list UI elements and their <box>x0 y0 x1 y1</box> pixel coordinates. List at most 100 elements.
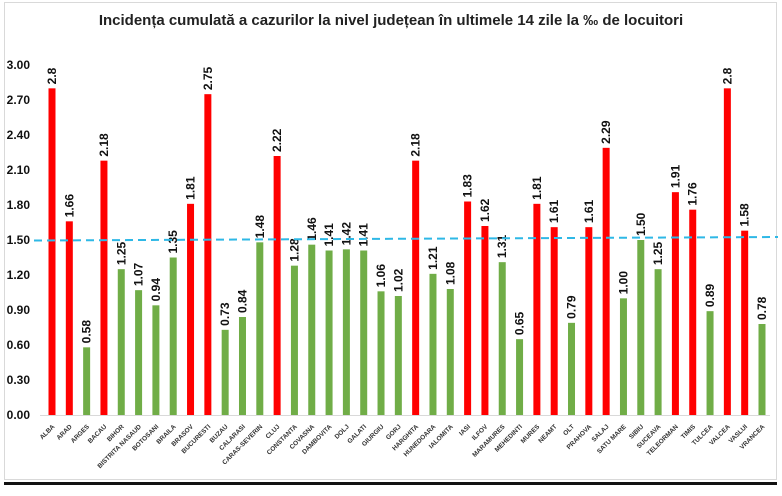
data-label: 1.76 <box>686 182 700 206</box>
bar <box>377 291 385 415</box>
data-label: 1.91 <box>668 164 682 188</box>
y-tick-label: 2.40 <box>7 128 31 142</box>
y-tick-label: 0.60 <box>7 338 31 352</box>
bar <box>135 290 143 415</box>
bar <box>429 273 437 415</box>
x-tick-label: ALBA <box>39 423 57 441</box>
data-label: 1.42 <box>339 222 353 246</box>
y-tick-label: 0.90 <box>7 303 31 317</box>
bar <box>65 221 73 415</box>
bar <box>412 160 420 415</box>
y-tick-label: 1.80 <box>7 198 31 212</box>
bars: 2.8 1.66 0.58 2.18 1.25 1.070.94 1.35 1.81 2.75 0… <box>33 66 779 416</box>
data-label: 0.89 <box>703 283 717 307</box>
bar <box>48 88 56 415</box>
y-tick-label: 3.00 <box>7 58 31 72</box>
data-label: 1.06 <box>374 264 388 288</box>
x-tick-label: TELEORMAN <box>646 423 680 457</box>
data-label: 0.78 <box>755 296 769 320</box>
y-tick-label: 2.10 <box>7 163 31 177</box>
bottom-rule <box>4 482 777 485</box>
data-label: 2.8 <box>720 67 734 84</box>
bar <box>689 209 697 415</box>
bar <box>602 147 610 416</box>
data-label: 1.50 <box>634 212 648 236</box>
bar <box>83 347 91 415</box>
data-label: 1.62 <box>478 198 492 222</box>
chart-frame <box>4 2 777 480</box>
data-label: 1.81 <box>184 176 198 200</box>
bar <box>100 160 108 415</box>
bar <box>568 322 576 415</box>
data-label: 0.79 <box>565 295 579 319</box>
bar <box>238 317 246 415</box>
bar <box>394 296 402 415</box>
bar <box>654 269 662 415</box>
data-label: 0.73 <box>218 302 232 326</box>
x-tick-label: NEAMT <box>537 423 558 444</box>
bar <box>308 244 316 415</box>
y-tick-label: 0.00 <box>7 408 31 422</box>
data-label: 0.58 <box>80 320 94 344</box>
bar <box>637 240 645 415</box>
data-label: 1.61 <box>582 199 596 223</box>
bar <box>741 230 749 415</box>
data-label: 1.31 <box>495 234 509 258</box>
bar <box>498 262 506 415</box>
bar <box>706 311 714 415</box>
y-tick-label: 1.50 <box>7 233 31 247</box>
bar <box>585 227 593 415</box>
bar <box>464 201 472 415</box>
bar <box>533 203 541 415</box>
data-label: 1.02 <box>391 268 405 292</box>
data-label: 1.00 <box>616 271 630 295</box>
data-label: 1.07 <box>132 262 146 286</box>
data-label: 1.21 <box>426 246 440 270</box>
data-label: 1.25 <box>651 241 665 265</box>
data-label: 1.81 <box>530 176 544 200</box>
bar <box>117 269 125 415</box>
data-label: 0.84 <box>235 289 249 313</box>
bar <box>758 324 766 415</box>
data-label: 1.48 <box>253 215 267 239</box>
bar <box>671 192 679 415</box>
data-label: 0.65 <box>513 311 527 335</box>
y-tick-label: 0.30 <box>7 373 31 387</box>
data-label: 2.18 <box>409 133 423 157</box>
bar <box>169 257 177 415</box>
bar <box>723 88 731 415</box>
bar <box>342 249 350 415</box>
bar <box>204 94 212 416</box>
data-label: 0.94 <box>149 278 163 302</box>
bar <box>516 339 524 415</box>
data-label: 1.61 <box>547 199 561 223</box>
data-label: 1.25 <box>114 241 128 265</box>
data-label: 1.83 <box>461 174 475 198</box>
data-label: 2.22 <box>270 128 284 152</box>
bar <box>273 156 281 415</box>
data-label: 1.46 <box>305 217 319 241</box>
data-label: 1.28 <box>287 238 301 262</box>
bar <box>481 226 489 415</box>
bar <box>290 265 298 415</box>
chart-title: Incidența cumulată a cazurilor la nivel … <box>99 12 683 29</box>
x-tick-label: OLT <box>562 423 576 437</box>
y-axis: 0.00 0.30 0.60 0.90 1.20 1.50 1.80 2.10 2.40 2.70… <box>7 58 31 422</box>
data-label: 1.41 <box>357 223 371 247</box>
bar <box>256 242 264 415</box>
x-tick-label: BACAU <box>87 423 109 445</box>
bar <box>446 289 454 415</box>
bar <box>550 227 558 415</box>
data-label: 1.66 <box>62 194 76 218</box>
data-label: 1.41 <box>322 223 336 247</box>
threshold-line <box>33 236 779 242</box>
bar <box>619 298 627 415</box>
bar <box>360 250 368 415</box>
y-tick-label: 1.20 <box>7 268 31 282</box>
data-label: 2.29 <box>599 120 613 144</box>
data-label: 2.75 <box>201 66 215 90</box>
bar <box>221 329 229 415</box>
y-tick-label: 2.70 <box>7 93 31 107</box>
